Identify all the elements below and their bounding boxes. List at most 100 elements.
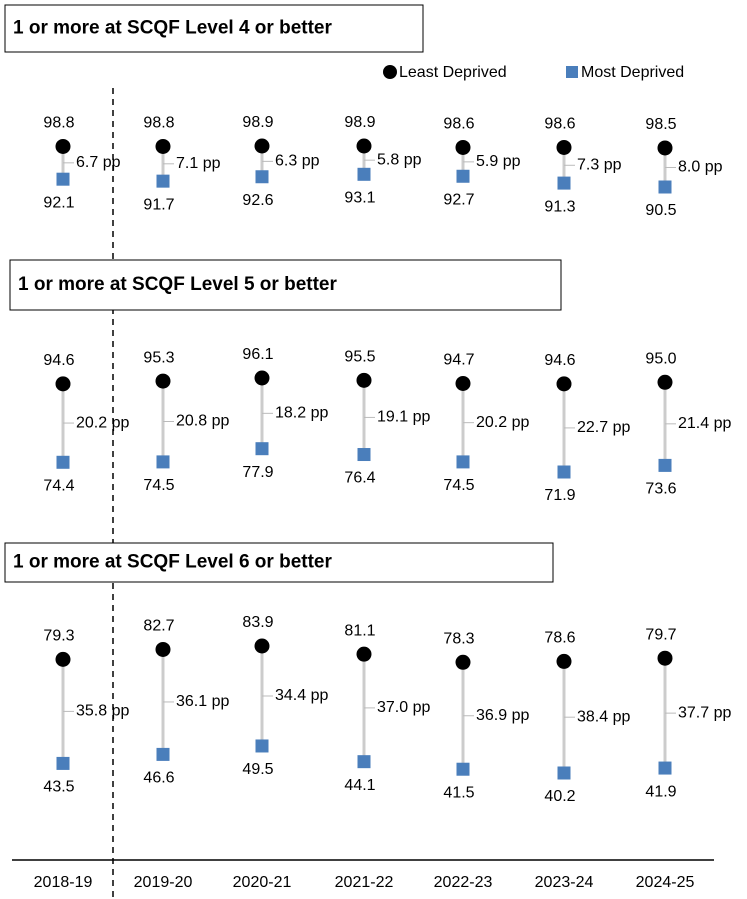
- least-deprived-dot: [356, 646, 372, 662]
- most-deprived-square: [658, 180, 672, 194]
- value-label: 79.7: [645, 626, 676, 643]
- gap-label: 8.0 pp: [678, 159, 723, 176]
- value-label: 81.1: [344, 622, 375, 639]
- least-deprived-dot: [155, 373, 171, 389]
- gap-label: 20.2 pp: [76, 414, 129, 431]
- value-label: 95.5: [344, 349, 375, 366]
- least-deprived-dot: [556, 653, 572, 669]
- value-label: 98.5: [645, 116, 676, 133]
- gap-label: 19.1 pp: [377, 409, 430, 426]
- value-label: 73.6: [645, 481, 676, 498]
- gap-label: 36.9 pp: [476, 707, 529, 724]
- most-deprived-square: [255, 170, 269, 184]
- most-deprived-square: [456, 169, 470, 183]
- gap-label: 6.3 pp: [275, 153, 320, 170]
- most-deprived-square: [56, 756, 70, 770]
- panel-title-box: [4, 542, 554, 583]
- gap-label: 5.9 pp: [476, 153, 521, 170]
- value-label: 95.0: [645, 350, 676, 367]
- least-deprived-dot: [556, 139, 572, 155]
- gap-label: 7.3 pp: [577, 156, 622, 173]
- gap-label: 21.4 pp: [678, 415, 731, 432]
- gap-label: 5.8 pp: [377, 151, 422, 168]
- value-label: 94.6: [544, 352, 575, 369]
- legend-marker: [566, 66, 578, 78]
- least-deprived-dot: [155, 138, 171, 154]
- most-deprived-square: [255, 442, 269, 456]
- most-deprived-square: [456, 762, 470, 776]
- panel-title: 1 or more at SCQF Level 6 or better: [13, 552, 332, 573]
- value-label: 76.4: [344, 470, 375, 487]
- value-label: 94.7: [443, 352, 474, 369]
- value-label: 77.9: [242, 464, 273, 481]
- most-deprived-square: [658, 761, 672, 775]
- value-label: 43.5: [43, 779, 74, 796]
- value-label: 83.9: [242, 614, 273, 631]
- x-tick-label: 2024-25: [636, 874, 695, 891]
- value-label: 44.1: [344, 777, 375, 794]
- value-label: 92.6: [242, 192, 273, 209]
- most-deprived-square: [56, 455, 70, 469]
- x-tick-label: 2021-22: [335, 874, 394, 891]
- gap-label: 18.2 pp: [275, 405, 328, 422]
- value-label: 46.6: [143, 770, 174, 787]
- value-label: 78.3: [443, 630, 474, 647]
- legend-label: Least Deprived: [399, 64, 507, 81]
- gap-label: 6.7 pp: [76, 154, 121, 171]
- most-deprived-square: [557, 766, 571, 780]
- gap-label: 37.7 pp: [678, 704, 731, 721]
- value-label: 82.7: [143, 618, 174, 635]
- gap-label: 36.1 pp: [176, 693, 229, 710]
- x-tick-label: 2019-20: [134, 874, 193, 891]
- panel-title-box: [9, 259, 562, 311]
- value-label: 93.1: [344, 190, 375, 207]
- least-deprived-dot: [356, 372, 372, 388]
- value-label: 41.9: [645, 783, 676, 800]
- value-label: 98.6: [544, 116, 575, 133]
- value-label: 96.1: [242, 346, 273, 363]
- x-tick-label: 2023-24: [535, 874, 594, 891]
- x-tick-label: 2018-19: [34, 874, 93, 891]
- value-label: 92.1: [43, 194, 74, 211]
- least-deprived-dot: [155, 641, 171, 657]
- value-label: 98.9: [344, 114, 375, 131]
- x-tick-label: 2022-23: [434, 874, 493, 891]
- most-deprived-square: [357, 167, 371, 181]
- value-label: 71.9: [544, 487, 575, 504]
- value-label: 90.5: [645, 202, 676, 219]
- most-deprived-square: [357, 448, 371, 462]
- value-label: 49.5: [242, 761, 273, 778]
- value-label: 74.5: [443, 477, 474, 494]
- least-deprived-dot: [455, 139, 471, 155]
- most-deprived-square: [255, 739, 269, 753]
- panel-title: 1 or more at SCQF Level 4 or better: [13, 18, 332, 39]
- most-deprived-square: [156, 747, 170, 761]
- gap-label: 35.8 pp: [76, 703, 129, 720]
- least-deprived-dot: [55, 651, 71, 667]
- value-label: 78.6: [544, 630, 575, 647]
- most-deprived-square: [557, 176, 571, 190]
- least-deprived-dot: [254, 370, 270, 386]
- least-deprived-dot: [556, 376, 572, 392]
- least-deprived-dot: [455, 375, 471, 391]
- least-deprived-dot: [55, 376, 71, 392]
- least-deprived-dot: [254, 138, 270, 154]
- least-deprived-dot: [657, 650, 673, 666]
- gap-label: 34.4 pp: [275, 687, 328, 704]
- panel-title: 1 or more at SCQF Level 5 or better: [18, 274, 337, 295]
- value-label: 92.7: [443, 191, 474, 208]
- value-label: 98.8: [143, 115, 174, 132]
- most-deprived-square: [456, 455, 470, 469]
- least-deprived-dot: [657, 140, 673, 156]
- most-deprived-square: [156, 455, 170, 469]
- most-deprived-square: [156, 174, 170, 188]
- value-label: 40.2: [544, 788, 575, 805]
- value-label: 74.4: [43, 478, 74, 495]
- most-deprived-square: [557, 465, 571, 479]
- gap-label: 20.8 pp: [176, 413, 229, 430]
- least-deprived-dot: [55, 138, 71, 154]
- gap-label: 37.0 pp: [377, 699, 430, 716]
- value-label: 98.9: [242, 114, 273, 131]
- legend-marker: [383, 65, 397, 79]
